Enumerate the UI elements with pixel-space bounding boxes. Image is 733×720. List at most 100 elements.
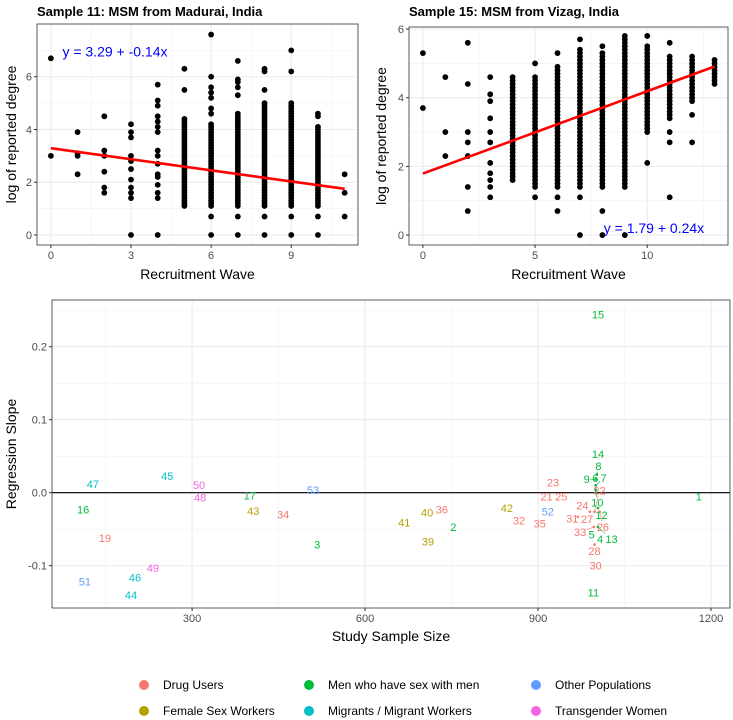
study-label: 42 <box>501 503 513 515</box>
data-point <box>464 39 471 46</box>
data-point <box>464 184 471 190</box>
data-point <box>644 43 651 50</box>
data-point <box>128 189 134 196</box>
x-axis-title: Recruitment Wave <box>140 266 255 282</box>
label-anchor-dot <box>595 473 599 476</box>
legend-item: Other Populations <box>531 678 651 692</box>
data-point <box>154 147 161 154</box>
legend-swatch <box>139 680 149 690</box>
panel-border <box>408 26 729 246</box>
legend-item: Migrants / Migrant Workers <box>304 704 472 718</box>
label-anchor-dot <box>594 478 597 481</box>
label-leader-line <box>597 526 606 534</box>
data-point <box>154 97 161 104</box>
study-label: 10 <box>591 497 603 509</box>
data-point <box>689 139 696 146</box>
data-point <box>487 98 494 105</box>
data-point <box>154 102 161 109</box>
data-point <box>464 129 471 135</box>
study-label: 5 <box>588 529 594 541</box>
data-point <box>711 57 718 63</box>
data-point <box>487 160 494 166</box>
data-point <box>101 147 108 154</box>
data-point <box>554 194 561 201</box>
study-label: 40 <box>421 507 433 519</box>
data-point <box>487 184 494 190</box>
study-label: 48 <box>194 492 206 504</box>
data-point <box>154 123 161 130</box>
study-label: 13 <box>605 534 617 546</box>
legend-label: Female Sex Workers <box>163 704 275 718</box>
data-point <box>532 194 538 201</box>
data-point <box>666 129 673 135</box>
x-tick-label: 10 <box>641 250 653 262</box>
data-point <box>464 81 471 87</box>
study-label: 6 <box>592 473 598 485</box>
data-point <box>442 129 449 135</box>
data-point <box>689 111 696 118</box>
label-anchor-dot <box>598 510 602 513</box>
data-point <box>154 118 161 125</box>
data-point <box>128 232 134 238</box>
regression-line <box>50 146 345 191</box>
data-point <box>128 134 134 141</box>
data-point <box>487 91 494 98</box>
data-point <box>341 213 348 220</box>
data-point <box>666 53 673 60</box>
data-point <box>154 113 161 120</box>
data-point <box>154 174 161 180</box>
study-label: 12 <box>595 510 607 522</box>
data-point <box>234 110 241 117</box>
regression-equation: y = 3.29 + -0.14x <box>62 44 167 60</box>
study-label: 11 <box>588 588 599 600</box>
study-label: 25 <box>555 491 567 503</box>
y-tick-label: 2 <box>26 177 32 189</box>
legend-label: Men who have sex with men <box>328 678 479 692</box>
study-label: 23 <box>547 477 559 489</box>
panel-background <box>52 300 730 608</box>
data-point <box>47 152 54 159</box>
label-anchor-dot <box>596 506 600 510</box>
legend-swatch <box>531 680 541 690</box>
data-point <box>666 139 673 146</box>
data-point <box>261 232 268 238</box>
data-point <box>288 232 295 238</box>
study-label: 16 <box>77 504 89 516</box>
study-label: 21 <box>540 491 552 503</box>
y-tick-label: 4 <box>26 124 32 136</box>
data-point <box>234 213 241 220</box>
study-label: 44 <box>125 590 137 602</box>
panel-background <box>37 24 358 245</box>
legend-swatch <box>304 680 314 690</box>
data-point <box>288 68 295 75</box>
study-label: 15 <box>592 310 604 322</box>
study-label: 28 <box>588 546 600 558</box>
data-point <box>599 208 606 214</box>
data-point <box>442 74 449 81</box>
legend-item: Transgender Women <box>531 704 667 718</box>
data-point <box>261 100 268 107</box>
chart-title: Sample 11: MSM from Madurai, India <box>37 4 263 19</box>
x-tick-label: 0 <box>48 250 54 262</box>
data-point <box>208 73 215 80</box>
data-point <box>621 232 628 238</box>
label-anchor-dot <box>576 515 580 519</box>
data-point <box>74 171 81 178</box>
legend-label: Other Populations <box>555 678 651 692</box>
y-axis-title: log of reported degree <box>3 65 19 203</box>
data-point <box>487 129 494 135</box>
data-point <box>208 232 215 238</box>
study-label: 36 <box>436 504 448 516</box>
study-label: 26 <box>597 522 609 534</box>
data-point <box>181 65 188 72</box>
study-label: 53 <box>307 485 319 497</box>
y-tick-label: 0.2 <box>32 342 47 354</box>
plot-area: y = 1.79 + 0.24x <box>420 33 718 238</box>
label-anchor-dot <box>588 510 592 513</box>
study-label: 24 <box>576 500 588 512</box>
study-label: 19 <box>99 533 111 545</box>
study-label: 27 <box>581 514 593 526</box>
data-point <box>234 79 241 85</box>
data-point <box>420 50 426 56</box>
study-label: 50 <box>193 480 205 492</box>
